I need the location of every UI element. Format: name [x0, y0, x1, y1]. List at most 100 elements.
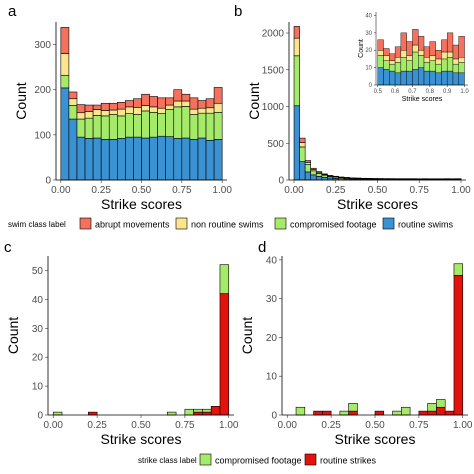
panel-a-bar-compromised-11 — [149, 111, 158, 138]
panel-d-bar-strike_compromised-6 — [339, 410, 349, 416]
panel-b-inset-y-tick-label: 30 — [365, 31, 372, 37]
panel-c-x-tick-label: 1.00 — [219, 420, 239, 431]
panel-b-inset-x-tick-label: 0.8 — [426, 89, 435, 95]
panel-a-bar-compromised-2 — [76, 118, 86, 138]
panel-c-y-axis-label: Count — [5, 317, 21, 354]
panel-b-inset-bar-nonroutine-2 — [389, 60, 396, 65]
panel-b-inset-bar-abrupt-12 — [446, 32, 454, 53]
panel-b-inset-x-tick-label: 0.7 — [408, 89, 417, 95]
panel-a-bar-routine-6 — [108, 139, 118, 181]
panel-b-inset-bar-compromised-0 — [377, 55, 384, 68]
panel-b-inset-bar-abrupt-8 — [423, 46, 430, 58]
panel-a-bar-routine-4 — [92, 137, 102, 181]
panel-a-bar-compromised-5 — [100, 115, 110, 140]
panel-d-x-axis-label: Strike scores — [335, 431, 416, 447]
panel-b-inset-x-axis-label: Strike scores — [402, 96, 443, 103]
panel-b-x-tick-label: 0.75 — [410, 185, 430, 196]
panel-b-bar-compromised-5 — [321, 174, 328, 178]
panel-b-inset-bar-routine-9 — [429, 70, 436, 86]
panel-c-bar-strike_compromised-17 — [202, 408, 212, 413]
panel-c-x-tick-label: 0.50 — [131, 420, 151, 431]
panel-a-bar-routine-8 — [125, 136, 134, 181]
panel-a-bar-nonroutine-15 — [181, 100, 191, 107]
panel-b-inset-y-tick-label: 10 — [365, 66, 372, 72]
panel-b-inset-bar-nonroutine-5 — [406, 55, 413, 61]
panel-b-inset-bar-abrupt-14 — [458, 36, 465, 58]
panel-b-inset-bar-abrupt-1 — [383, 48, 390, 56]
panel-a-bar-nonroutine-3 — [84, 111, 94, 119]
panel-b-inset-bar-routine-12 — [446, 70, 454, 86]
panel-d-bar-strike_routine-4 — [322, 410, 332, 416]
panel-c-label: c — [4, 239, 12, 256]
panel-a-bar-routine-2 — [76, 136, 86, 181]
panel-b-inset-bar-routine-6 — [412, 69, 419, 86]
panel-a-bar-routine-13 — [165, 136, 175, 181]
panel-a-bar-compromised-13 — [165, 109, 175, 137]
panel-b-inset-bar-nonroutine-8 — [423, 56, 430, 63]
panel-b-inset-bar-nonroutine-3 — [394, 56, 402, 63]
panel-d-x-tick-label: 1.00 — [453, 420, 473, 431]
panel-b-bar-abrupt-2 — [304, 160, 312, 163]
panel-b-inset-bar-nonroutine-0 — [377, 50, 384, 56]
panel-b-bar-abrupt-0 — [293, 26, 300, 39]
panel-a-bar-routine-15 — [181, 137, 191, 181]
panel-b-inset-bar-nonroutine-11 — [441, 51, 448, 60]
panel-a-bar-nonroutine-16 — [189, 108, 199, 115]
panel-a-x-tick-label: 0.50 — [132, 185, 152, 196]
panel-b-inset-bar-compromised-14 — [458, 62, 465, 74]
panel-b-bar-routine-3 — [310, 174, 317, 181]
panel-a-bar-abrupt-4 — [92, 104, 102, 110]
panel-b-label: b — [234, 3, 242, 20]
panel-a-bar-routine-14 — [173, 138, 183, 181]
panel-b-x-tick-label: 0.25 — [326, 185, 346, 196]
panel-b-x-tick-label: 1.00 — [451, 185, 471, 196]
panel-b-inset-bar-abrupt-7 — [418, 36, 425, 51]
panel-a-bar-compromised-19 — [213, 111, 223, 140]
panel-a-bar-abrupt-7 — [117, 102, 126, 110]
panel-a-bar-nonroutine-18 — [205, 107, 215, 114]
panel-b-inset-bar-compromised-9 — [429, 60, 436, 72]
panel-d-x-tick-label: 0.50 — [365, 420, 385, 431]
legend-strike-title: strike class label — [138, 456, 197, 465]
panel-a-bar-compromised-6 — [108, 114, 118, 140]
panel-b-inset-y-tick-label: 20 — [365, 48, 372, 54]
legend-swim-swatch-compromised — [274, 217, 287, 230]
panel-c-bar-strike_compromised-13 — [167, 411, 177, 416]
panel-b-bar-compromised-3 — [310, 170, 317, 176]
legend-strike: strike class label compromised footage rou… — [138, 453, 377, 466]
panel-a-bar-nonroutine-14 — [173, 100, 183, 108]
panel-d-bar-strike_compromised-7 — [348, 403, 358, 412]
panel-a-y-axis-label: Count — [13, 82, 29, 119]
panel-d-y-tick-label: 10 — [266, 372, 278, 383]
panel-a-bar-routine-12 — [157, 135, 167, 181]
panel-b-inset-bar-nonroutine-7 — [418, 50, 425, 56]
panel-c-y-tick-label: 20 — [32, 353, 44, 364]
panel-d-y-tick-label: 30 — [266, 294, 278, 305]
panel-b-inset-bar-nonroutine-13 — [452, 58, 459, 65]
panel-b-inset-bar-compromised-8 — [423, 62, 430, 72]
panel-c-x-tick-label: 0.00 — [44, 420, 64, 431]
panel-a-x-axis-label: Strike scores — [101, 196, 182, 212]
panel-b-inset-bar-routine-7 — [418, 67, 425, 86]
legend-strike-label-strike_routine: routine strikes — [320, 456, 377, 466]
panel-b-inset-bar-routine-8 — [423, 70, 430, 86]
panel-b-inset-bar-abrupt-13 — [452, 44, 459, 60]
panel-a-y-tick-label: 0 — [45, 176, 51, 187]
panel-b-inset-bar-abrupt-2 — [389, 53, 396, 61]
panel-b-inset-bar-abrupt-10 — [435, 50, 442, 60]
panel-b-inset-y-tick-label: 40 — [365, 13, 372, 19]
panel-a-bar-nonroutine-2 — [76, 112, 86, 120]
panel-c-x-axis-label: Strike scores — [101, 431, 182, 447]
panel-a-bar-compromised-15 — [181, 106, 191, 139]
legend-swim-title: swim class label — [8, 220, 66, 229]
panel-a-y-tick-label: 100 — [34, 130, 51, 141]
panel-b-x-tick-label: 0.00 — [284, 185, 304, 196]
panel-a-bar-abrupt-19 — [213, 87, 223, 104]
panel-b-inset-bar-compromised-7 — [418, 55, 425, 68]
panel-b-inset-x-tick-label: 0.5 — [374, 89, 383, 95]
panel-b-inset-bar-compromised-10 — [435, 63, 442, 74]
panel-b-inset-bar-compromised-5 — [406, 60, 413, 72]
panel-a-bar-nonroutine-10 — [141, 105, 150, 112]
panel-b-inset-bar-nonroutine-14 — [458, 56, 465, 63]
panel-a-label: a — [8, 3, 17, 20]
